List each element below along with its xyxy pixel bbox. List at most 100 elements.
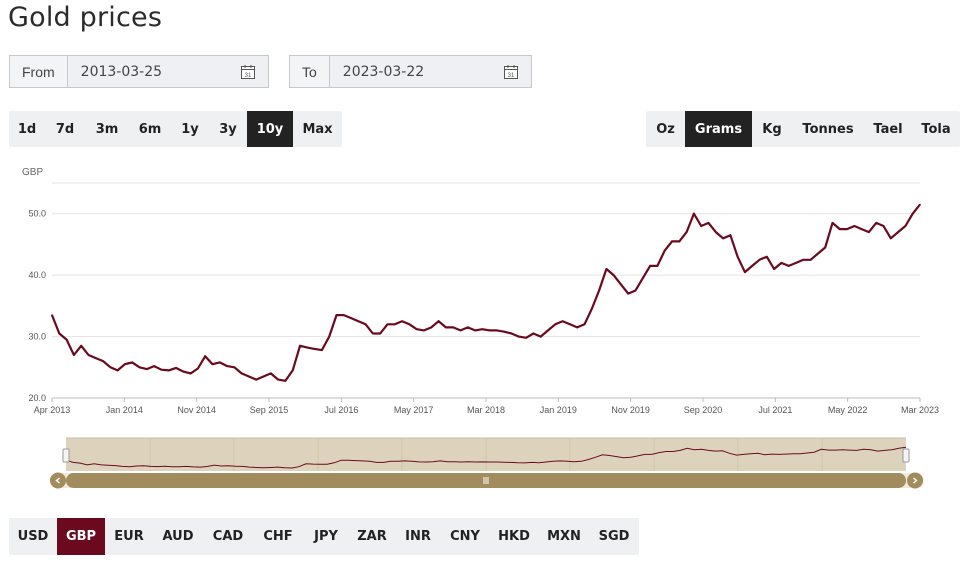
range-button-3m[interactable]: 3m <box>95 121 119 137</box>
chevron-right-icon[interactable] <box>907 472 923 489</box>
data-point <box>627 292 630 295</box>
currency-button-inr[interactable]: INR <box>405 529 431 544</box>
data-point <box>605 268 608 270</box>
currency-button-cad[interactable]: CAD <box>212 529 244 544</box>
data-point <box>415 328 418 331</box>
navigator-handle-right[interactable] <box>902 448 910 463</box>
range-button-1d[interactable]: 1d <box>17 121 37 137</box>
data-point <box>445 326 447 329</box>
data-point <box>335 314 338 316</box>
currency-button-aud[interactable]: AUD <box>162 529 194 544</box>
x-tick-label: May 2017 <box>394 405 434 415</box>
data-point <box>817 252 819 255</box>
data-point <box>532 332 535 335</box>
range-button-7d[interactable]: 7d <box>55 121 75 137</box>
data-point <box>328 335 330 338</box>
data-point <box>299 344 301 347</box>
data-point <box>795 262 797 264</box>
currency-button-chf[interactable]: CHF <box>263 529 293 544</box>
data-point <box>153 365 155 367</box>
currency-button-jpy[interactable]: JPY <box>314 529 338 544</box>
currency-button-sgd[interactable]: SGD <box>598 529 630 544</box>
data-point <box>248 375 250 378</box>
data-point <box>386 323 389 326</box>
data-point <box>919 203 921 206</box>
data-point <box>882 225 885 227</box>
currency-button-hkd[interactable]: HKD <box>498 529 530 544</box>
to-date-field[interactable]: To 2023-03-22 31 <box>289 55 532 88</box>
data-point <box>474 329 476 332</box>
svg-text:31: 31 <box>245 73 252 79</box>
currency-button-mxn[interactable]: MXN <box>547 529 581 544</box>
data-point <box>211 363 214 366</box>
data-point <box>58 332 61 335</box>
range-button-1y[interactable]: 1y <box>181 121 199 137</box>
data-point <box>620 283 622 286</box>
data-point <box>671 240 673 243</box>
from-date-field[interactable]: From 2013-03-25 31 <box>9 55 269 88</box>
data-point <box>598 289 600 292</box>
data-point <box>233 366 236 369</box>
unit-button-grams[interactable]: Grams <box>685 111 752 147</box>
unit-button-oz[interactable]: Oz <box>656 121 675 137</box>
data-point <box>649 265 651 267</box>
currency-button-zar[interactable]: ZAR <box>357 529 387 544</box>
data-point <box>547 329 549 332</box>
data-point <box>678 240 681 243</box>
x-tick-label: Mar 2023 <box>901 405 939 415</box>
range-button-max[interactable]: Max <box>302 121 333 137</box>
chevron-left-icon[interactable] <box>50 472 66 489</box>
data-point <box>714 231 717 233</box>
data-points <box>51 203 921 382</box>
data-point <box>751 265 754 267</box>
data-point <box>707 222 710 224</box>
data-point <box>576 326 578 329</box>
navigator-handle-left[interactable] <box>62 448 70 463</box>
calendar-icon[interactable]: 31 <box>240 64 256 80</box>
unit-button-tola[interactable]: Tola <box>921 121 951 137</box>
data-point <box>853 225 856 227</box>
to-date-value[interactable]: 2023-03-22 <box>342 63 425 80</box>
data-point <box>729 234 732 237</box>
data-point <box>700 225 702 227</box>
data-point <box>342 314 345 316</box>
data-point <box>372 332 374 335</box>
data-point <box>204 355 206 358</box>
data-point <box>321 349 323 351</box>
data-point <box>897 231 899 233</box>
data-point <box>73 354 75 356</box>
x-tick-label: Nov 2014 <box>177 405 216 415</box>
currency-button-usd[interactable]: USD <box>17 529 49 544</box>
grip-icon <box>483 477 489 484</box>
data-point <box>255 378 258 381</box>
page-title: Gold prices <box>8 2 163 33</box>
unit-button-kg[interactable]: Kg <box>762 121 782 137</box>
data-point <box>510 332 513 335</box>
data-point <box>736 255 739 258</box>
data-point <box>518 335 520 338</box>
currency-button-cny[interactable]: CNY <box>450 529 480 544</box>
scrollbar[interactable] <box>50 472 924 489</box>
x-tick-label: Jul 2016 <box>324 405 358 415</box>
unit-button-tonnes[interactable]: Tonnes <box>802 121 854 137</box>
data-point <box>124 363 126 366</box>
range-button-10y[interactable]: 10y <box>247 111 293 147</box>
data-point <box>459 329 462 332</box>
data-point <box>94 357 97 359</box>
data-point <box>656 265 659 267</box>
data-point <box>452 326 454 329</box>
from-date-value[interactable]: 2013-03-25 <box>80 63 163 80</box>
range-button-3y[interactable]: 3y <box>219 121 237 137</box>
calendar-icon[interactable]: 31 <box>503 64 519 80</box>
chevron-left-glyph <box>55 477 60 484</box>
data-point <box>364 323 367 326</box>
range-button-6m[interactable]: 6m <box>138 121 162 137</box>
unit-button-tael[interactable]: Tael <box>873 121 903 137</box>
data-point <box>663 249 666 252</box>
data-point <box>109 366 112 369</box>
data-point <box>270 372 272 375</box>
navigator[interactable] <box>62 437 910 471</box>
currency-button-eur[interactable]: EUR <box>114 529 144 544</box>
data-point <box>481 328 484 331</box>
currency-button-gbp[interactable]: GBP <box>57 518 105 555</box>
